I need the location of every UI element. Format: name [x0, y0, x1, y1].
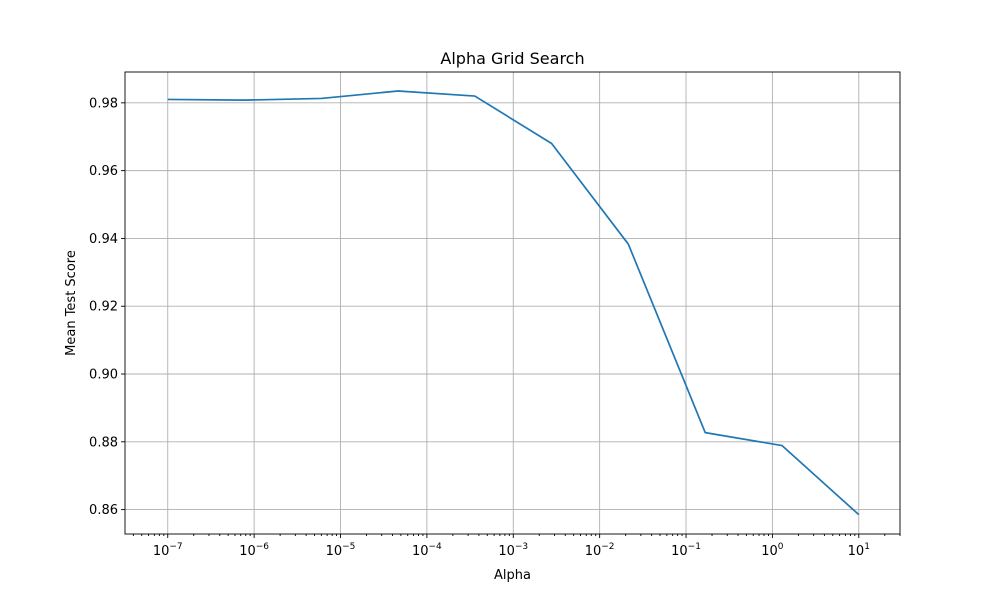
tick-layer: 10−7 10−6 10−5 10−4 10−3 10−2 10−1 100 1010.860.…: [89, 96, 901, 559]
y-tick-label: 0.86: [89, 503, 118, 518]
y-tick-label: 0.96: [89, 164, 118, 179]
y-tick-label: 0.88: [89, 435, 118, 450]
x-tick-label-exponent: −6: [256, 542, 270, 552]
x-tick-label: 101: [848, 542, 870, 559]
series-line: [167, 90, 860, 516]
x-tick-label: 100: [761, 542, 784, 559]
y-tick-label: 0.98: [89, 96, 118, 111]
y-axis-label: Mean Test Score: [64, 250, 79, 356]
series-layer: [167, 90, 860, 516]
x-tick-label-exponent: −4: [429, 542, 443, 552]
x-axis-label: Alpha: [494, 568, 531, 583]
x-tick-label-exponent: 1: [864, 542, 870, 552]
x-tick-label-exponent: −5: [342, 542, 355, 552]
y-tick-label: 0.94: [89, 232, 118, 247]
x-tick-label: 10−7: [153, 542, 183, 559]
x-tick-label: 10−5: [326, 542, 356, 559]
x-tick-label-base: 10: [761, 544, 778, 559]
x-tick-label-exponent: −1: [688, 542, 701, 552]
x-tick-label: 10−2: [585, 542, 615, 559]
x-tick-label-base: 10: [412, 544, 429, 559]
x-tick-label-base: 10: [326, 544, 343, 559]
y-tick-label: 0.92: [89, 300, 118, 315]
x-tick-label: 10−1: [671, 542, 701, 559]
x-tick-label-exponent: −2: [601, 542, 614, 552]
x-tick-label-exponent: −7: [169, 542, 182, 552]
x-tick-label-base: 10: [848, 544, 865, 559]
x-tick-label-base: 10: [671, 544, 688, 559]
y-tick-label: 0.90: [89, 368, 118, 383]
x-tick-label: 10−3: [498, 542, 528, 559]
x-tick-label-base: 10: [153, 544, 170, 559]
chart-title: Alpha Grid Search: [440, 49, 584, 68]
x-tick-label: 10−6: [239, 542, 269, 559]
plot-frame: [124, 71, 901, 535]
grid-layer: [125, 72, 900, 534]
x-tick-label: 10−4: [412, 542, 442, 559]
x-tick-label-exponent: −3: [515, 542, 528, 552]
x-tick-label-base: 10: [585, 544, 602, 559]
x-tick-label-base: 10: [498, 544, 515, 559]
x-tick-label-exponent: 0: [778, 542, 784, 552]
x-tick-label-base: 10: [239, 544, 256, 559]
